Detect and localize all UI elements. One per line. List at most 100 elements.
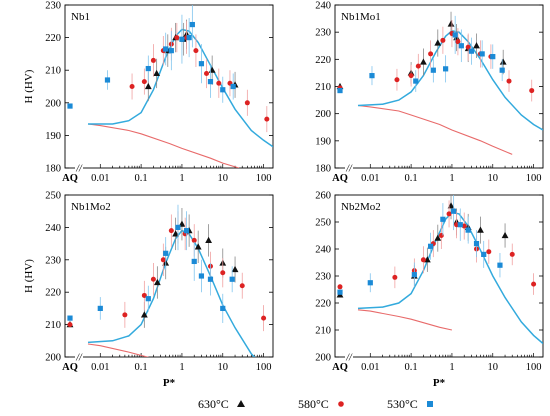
data-point [141, 292, 147, 298]
y-tick-label: 190 [45, 131, 61, 142]
legend-marker-square [427, 401, 433, 407]
y-tick-label: 220 [315, 299, 331, 310]
data-point [179, 36, 185, 42]
data-point [153, 278, 161, 286]
data-point [194, 243, 202, 250]
data-point [183, 228, 190, 234]
fit-curve [88, 28, 273, 148]
aq-data-point [337, 284, 343, 290]
data-point [163, 250, 169, 256]
data-point [451, 208, 457, 214]
data-point [458, 43, 464, 49]
data-point [473, 241, 480, 247]
aq-data-point [67, 103, 73, 109]
data-point [122, 312, 128, 318]
aq-label: AQ [62, 173, 78, 184]
data-point [168, 228, 174, 234]
y-tick-label: 200 [45, 98, 61, 109]
data-point [486, 249, 492, 255]
axis-break-mark: // [75, 353, 83, 364]
axis-break-mask [75, 354, 83, 360]
x-tick-label: 100 [256, 362, 272, 373]
x-tick-label: 1 [179, 362, 184, 373]
data-point [529, 88, 535, 94]
data-point [207, 79, 214, 85]
x-tick-label: 10 [488, 362, 499, 373]
data-point [509, 251, 515, 257]
data-point [220, 270, 226, 276]
data-point [420, 58, 427, 65]
y-tick-label: 180 [45, 164, 61, 175]
x-tick-label: 0.01 [91, 173, 109, 184]
plot-area [336, 195, 543, 345]
y-tick-label: 200 [315, 353, 331, 364]
data-point [207, 276, 214, 282]
data-point [264, 116, 270, 122]
data-point [97, 305, 103, 311]
panel-title: Nb1Mo2 [71, 201, 111, 213]
data-point [204, 70, 210, 76]
x-axis-label: P* [433, 377, 446, 389]
data-point [413, 78, 419, 84]
chart-panel-1: // 180 190 200 210 220 230 0.01 0.1 1 10 100 AQ Nb1 H … [23, 1, 274, 184]
aq-data-point [67, 322, 73, 328]
data-point [490, 54, 496, 60]
y-axis-label: H (HV) [23, 259, 35, 293]
legend-label: 630°C [198, 397, 229, 411]
y-tick-label: 250 [45, 191, 61, 202]
data-point [239, 283, 245, 289]
data-point [150, 57, 156, 63]
data-point [479, 51, 485, 57]
y-tick-label: 240 [315, 245, 331, 256]
data-point [140, 311, 148, 318]
data-point [141, 79, 147, 85]
x-tick-label: 0.01 [361, 173, 379, 184]
data-point [198, 61, 205, 67]
data-point [193, 48, 199, 54]
y-tick-label: 220 [315, 55, 331, 66]
fit-curve [357, 211, 543, 345]
data-point [457, 222, 463, 228]
y-tick-label: 210 [45, 66, 61, 77]
data-point [455, 39, 461, 45]
y-tick-label: 180 [315, 164, 331, 175]
y-tick-label: 200 [45, 353, 61, 364]
data-point [430, 67, 436, 73]
data-point [172, 230, 180, 237]
data-point [408, 73, 414, 79]
axis-break-mask [75, 165, 83, 171]
data-point [220, 87, 226, 93]
data-point [468, 48, 475, 54]
aq-data-point [67, 315, 73, 321]
data-point [428, 51, 434, 57]
aq-data-point [337, 87, 343, 94]
data-point [174, 35, 180, 41]
data-point [501, 231, 509, 239]
y-tick-label: 250 [315, 218, 331, 229]
y-axis-label: H (HV) [23, 69, 35, 103]
chart-panel-2: // 180 190 200 210 220 230 240 0.01 0.1 1 10 100 AQ Nb… [315, 1, 544, 184]
data-point [261, 315, 267, 321]
data-point [394, 77, 400, 83]
legend-label: 580°C [298, 397, 329, 411]
data-point [175, 224, 181, 230]
panel-title: Nb1 [71, 11, 90, 23]
axis-break-mark: // [345, 164, 353, 175]
axis-break-mask [345, 165, 353, 171]
data-point [369, 73, 375, 79]
x-tick-label: 0.1 [135, 362, 148, 373]
x-tick-label: 10 [218, 362, 229, 373]
y-tick-label: 220 [45, 33, 61, 44]
data-point [220, 305, 226, 311]
x-tick-label: 0.1 [135, 173, 148, 184]
data-point [144, 82, 152, 90]
data-point [229, 276, 235, 282]
axis-break-mask [345, 354, 353, 360]
y-tick-label: 210 [315, 326, 331, 337]
x-axis-label: P* [163, 377, 176, 389]
data-point [446, 211, 452, 217]
data-point [160, 257, 166, 263]
x-tick-label: 100 [526, 173, 542, 184]
y-tick-label: 220 [45, 288, 61, 299]
